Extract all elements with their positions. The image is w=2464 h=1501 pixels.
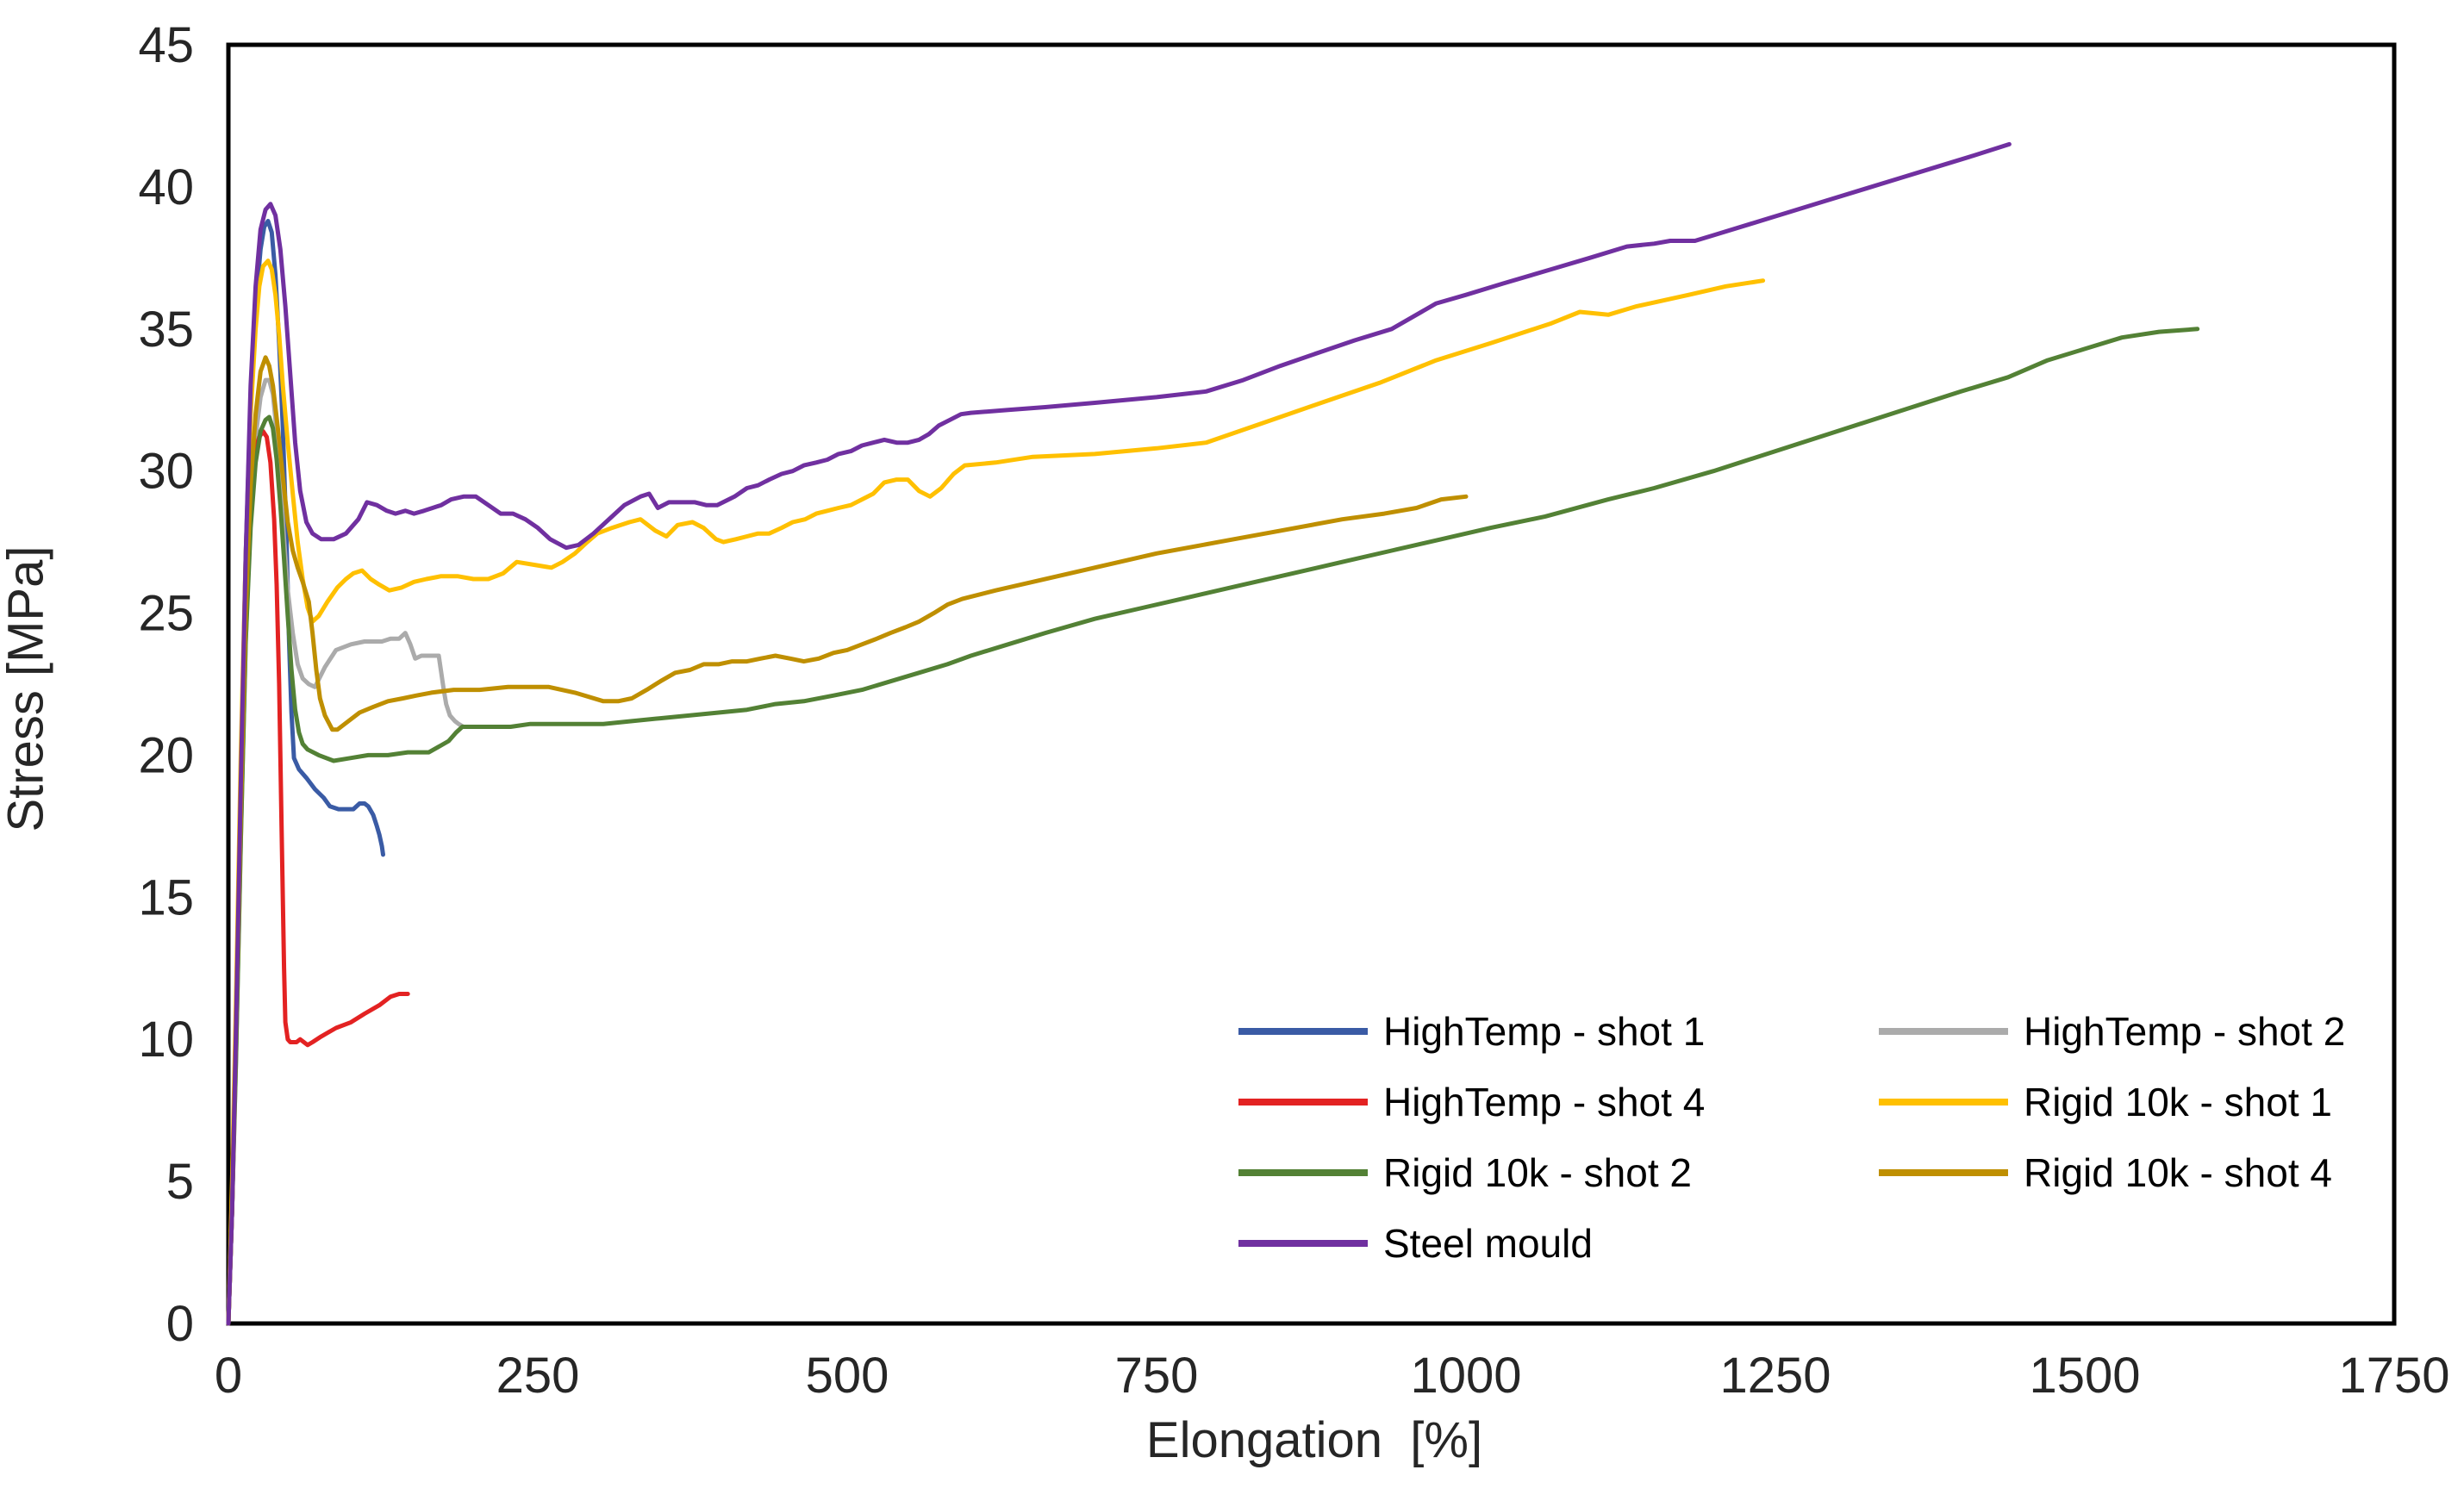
y-tick-label-10: 10 bbox=[138, 1012, 194, 1068]
legend-label: Steel mould bbox=[1383, 1221, 1593, 1266]
y-tick-label-5: 5 bbox=[166, 1154, 194, 1210]
legend-label: Rigid 10k - shot 1 bbox=[2024, 1080, 2332, 1124]
legend-swatch-icon bbox=[1238, 1028, 1368, 1035]
legend-item-4: Rigid 10k - shot 2 bbox=[1238, 1149, 1879, 1196]
legend-label: Rigid 10k - shot 2 bbox=[1383, 1150, 1692, 1195]
legend-label: Rigid 10k - shot 4 bbox=[2024, 1150, 2332, 1195]
series-line-3 bbox=[226, 258, 1766, 1326]
y-tick-label-15: 15 bbox=[138, 869, 194, 925]
y-tick-label-0: 0 bbox=[166, 1296, 194, 1352]
x-tick-label-500: 500 bbox=[806, 1348, 889, 1404]
legend-swatch-icon bbox=[1879, 1169, 2008, 1176]
series-line-6 bbox=[226, 141, 2012, 1326]
legend-label: HighTemp - shot 1 bbox=[1383, 1009, 1706, 1054]
legend-item-1: HighTemp - shot 2 bbox=[1879, 1008, 2345, 1055]
x-axis-title: Elongation [%] bbox=[1145, 1412, 1483, 1468]
series-line-2 bbox=[226, 429, 410, 1326]
series-line-4 bbox=[226, 327, 2200, 1326]
legend-swatch-icon bbox=[1238, 1099, 1368, 1106]
x-tick-label-750: 750 bbox=[1115, 1348, 1199, 1404]
plot-border bbox=[226, 42, 2397, 1326]
legend-label: HighTemp - shot 4 bbox=[1383, 1080, 1706, 1124]
x-tick-label-250: 250 bbox=[496, 1348, 580, 1404]
legend-item-6: Steel mould bbox=[1238, 1220, 1879, 1267]
legend-item-0: HighTemp - shot 1 bbox=[1238, 1008, 1879, 1055]
x-tick-label-0: 0 bbox=[215, 1348, 242, 1404]
y-axis-title: Stress [MPa] bbox=[0, 545, 54, 832]
x-tick-label-1500: 1500 bbox=[2029, 1348, 2140, 1404]
legend-item-3: Rigid 10k - shot 1 bbox=[1879, 1079, 2345, 1125]
x-tick-label-1250: 1250 bbox=[1719, 1348, 1831, 1404]
series-line-1 bbox=[226, 377, 466, 1326]
y-tick-label-40: 40 bbox=[138, 159, 194, 215]
legend-swatch-icon bbox=[1238, 1169, 1368, 1176]
legend-swatch-icon bbox=[1879, 1028, 2008, 1035]
series-line-5 bbox=[226, 355, 1469, 1326]
x-tick-label-1750: 1750 bbox=[2338, 1348, 2449, 1404]
y-tick-label-30: 30 bbox=[138, 444, 194, 500]
legend-item-2: HighTemp - shot 4 bbox=[1238, 1079, 1879, 1125]
x-tick-label-1000: 1000 bbox=[1410, 1348, 1521, 1404]
y-tick-label-20: 20 bbox=[138, 727, 194, 783]
y-tick-label-25: 25 bbox=[138, 586, 194, 642]
legend-item-5: Rigid 10k - shot 4 bbox=[1879, 1149, 2345, 1196]
y-tick-label-45: 45 bbox=[138, 17, 194, 73]
y-tick-label-35: 35 bbox=[138, 302, 194, 358]
legend-swatch-icon bbox=[1879, 1099, 2008, 1106]
legend-label: HighTemp - shot 2 bbox=[2024, 1009, 2346, 1054]
legend-swatch-icon bbox=[1238, 1240, 1368, 1247]
legend: HighTemp - shot 1 HighTemp - shot 2 HighTe… bbox=[1238, 996, 2345, 1279]
